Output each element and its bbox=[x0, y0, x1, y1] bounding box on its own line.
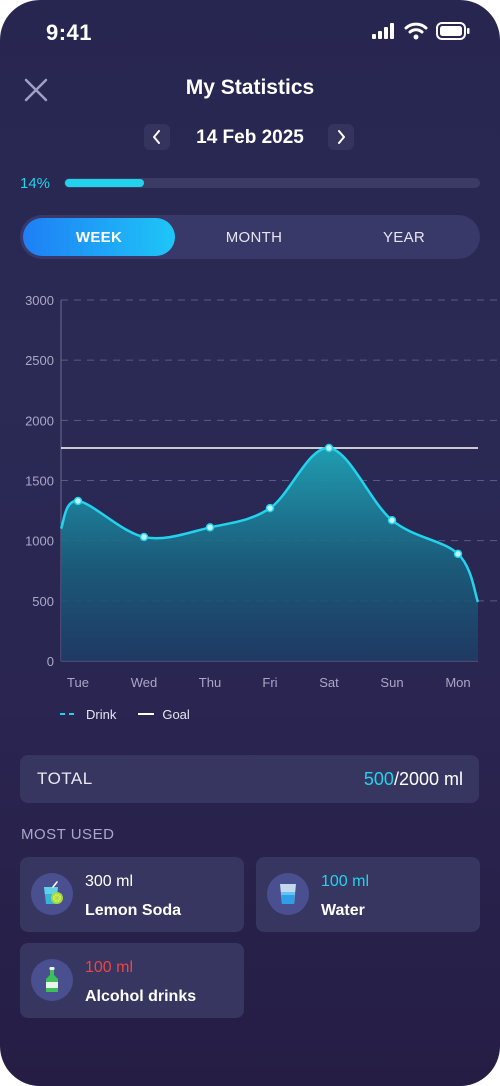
total-goal: /2000 ml bbox=[393, 769, 463, 789]
x-tick-label: Fri bbox=[262, 675, 277, 690]
y-tick-label: 3000 bbox=[25, 293, 54, 308]
status-time: 9:41 bbox=[46, 20, 93, 45]
x-tick-label: Sat bbox=[319, 675, 339, 690]
y-tick-label: 1500 bbox=[25, 474, 54, 489]
data-point bbox=[205, 523, 215, 532]
y-tick-label: 500 bbox=[32, 594, 54, 609]
legend-label-drink: Drink bbox=[86, 706, 117, 722]
drink-amount: 100 ml bbox=[321, 873, 370, 890]
drink-amount: 100 ml bbox=[85, 959, 134, 976]
drink-card-alcohol[interactable]: 100 ml Alcohol drinks bbox=[20, 943, 244, 1018]
dashed-line-icon bbox=[60, 713, 78, 715]
drink-area-fill bbox=[61, 447, 478, 661]
header: My Statistics bbox=[0, 64, 500, 114]
data-point bbox=[73, 496, 83, 506]
data-point bbox=[265, 503, 275, 513]
previous-date-button[interactable] bbox=[144, 124, 170, 150]
date-navigator: 14 Feb 2025 bbox=[0, 122, 500, 154]
page-title: My Statistics bbox=[185, 76, 315, 99]
status-bar: 9:41 bbox=[0, 0, 500, 70]
drink-name: Lemon Soda bbox=[85, 902, 182, 919]
status-icons bbox=[372, 22, 470, 40]
current-date: 14 Feb 2025 bbox=[196, 127, 304, 148]
drink-card-lemon-soda[interactable]: 300 ml Lemon Soda bbox=[20, 857, 244, 932]
x-tick-label: Thu bbox=[199, 675, 221, 690]
total-label: TOTAL bbox=[37, 769, 93, 788]
x-tick-label: Mon bbox=[445, 675, 470, 690]
bottle-icon bbox=[46, 967, 58, 992]
drink-name: Water bbox=[321, 902, 365, 919]
most-used-title: MOST USED bbox=[21, 826, 115, 843]
period-tabs: WEEK MONTH YEAR bbox=[20, 215, 480, 259]
x-tick-label: Tue bbox=[67, 675, 89, 690]
data-point bbox=[139, 532, 149, 542]
chart-legend: Drink Goal bbox=[60, 704, 190, 724]
legend-item-goal: Goal bbox=[138, 706, 190, 722]
next-date-button[interactable] bbox=[328, 124, 354, 150]
legend-label-goal: Goal bbox=[162, 706, 190, 722]
data-point bbox=[387, 515, 397, 525]
drink-card-water[interactable]: 100 ml Water bbox=[256, 857, 480, 932]
y-tick-label: 2000 bbox=[25, 413, 54, 428]
drink-icon-badge bbox=[267, 873, 309, 915]
drink-icon-badge bbox=[31, 959, 73, 1001]
x-tick-label: Wed bbox=[131, 675, 158, 690]
tab-week[interactable]: WEEK bbox=[23, 218, 175, 256]
progress-fill bbox=[65, 179, 144, 187]
daily-progress: 14% bbox=[20, 174, 480, 194]
y-tick-label: 0 bbox=[47, 654, 54, 669]
legend-item-drink: Drink bbox=[60, 707, 116, 722]
weekly-intake-chart: 0 500 1000 1500 2000 2500 3000 Tue Wed Thu Fri Sat… bbox=[25, 293, 500, 690]
total-card: TOTAL 500/2000 ml bbox=[20, 755, 479, 803]
total-value: 500/2000 ml bbox=[364, 769, 463, 790]
signal-icon bbox=[372, 23, 394, 39]
tab-year[interactable]: YEAR bbox=[382, 228, 426, 246]
progress-track bbox=[64, 178, 480, 188]
drink-amount: 300 ml bbox=[85, 873, 134, 890]
close-button[interactable] bbox=[18, 72, 54, 108]
data-point bbox=[453, 549, 463, 559]
close-icon bbox=[24, 78, 48, 102]
y-tick-label: 2500 bbox=[25, 353, 54, 368]
y-tick-label: 1000 bbox=[25, 534, 54, 549]
drink-icon-badge bbox=[31, 873, 73, 915]
tab-month[interactable]: MONTH bbox=[225, 228, 283, 246]
progress-percent: 14% bbox=[20, 175, 51, 192]
chevron-left-icon bbox=[153, 130, 160, 144]
lemon-soda-icon bbox=[44, 881, 63, 904]
x-tick-label: Sun bbox=[380, 675, 403, 690]
drink-name: Alcohol drinks bbox=[85, 988, 197, 1005]
wifi-icon bbox=[404, 22, 428, 40]
battery-icon bbox=[436, 22, 470, 40]
solid-line-icon bbox=[138, 713, 155, 715]
total-current: 500 bbox=[363, 769, 394, 789]
water-glass-icon bbox=[280, 884, 296, 904]
data-point bbox=[324, 443, 334, 453]
chevron-right-icon bbox=[338, 130, 345, 144]
